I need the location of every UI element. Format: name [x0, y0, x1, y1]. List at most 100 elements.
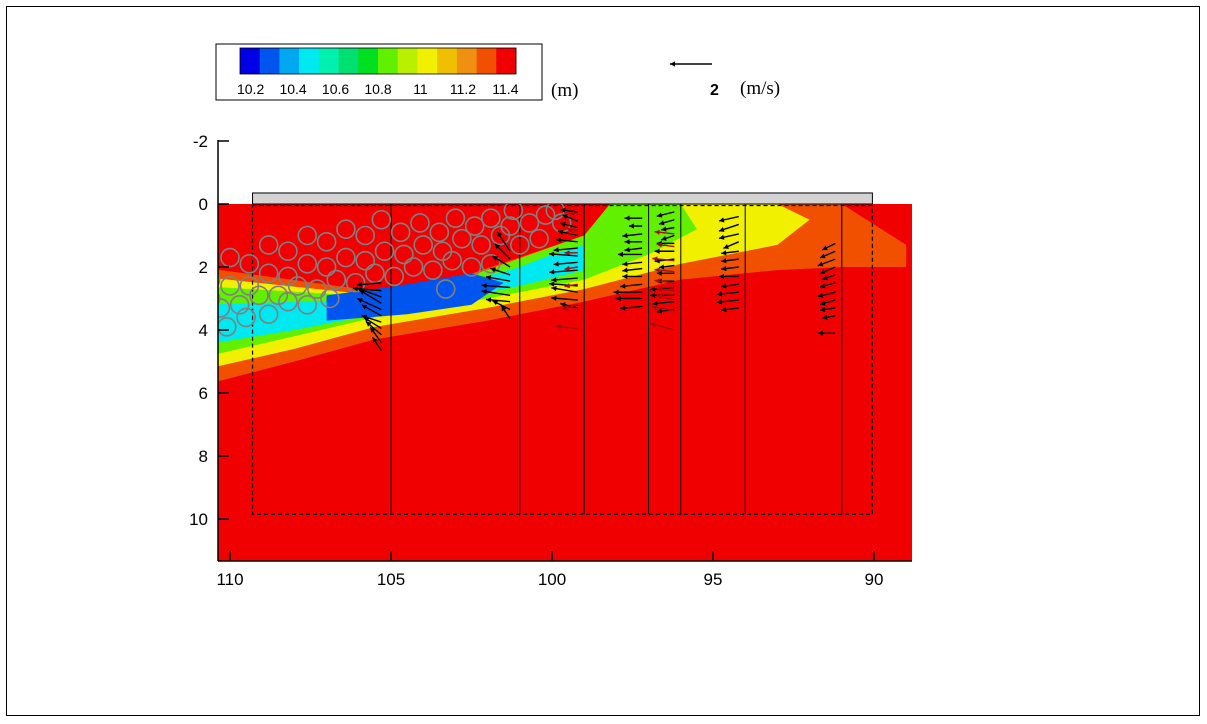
vector-0-7: [363, 316, 382, 330]
marker-circle-9: [371, 209, 392, 230]
marker-circle-52: [297, 294, 318, 315]
marker-circle-10: [355, 225, 376, 246]
contour-region-5: [262, 204, 337, 220]
marker-circle-43: [345, 272, 366, 293]
vector-0-73: [721, 306, 739, 313]
vector-0-83: [822, 314, 836, 320]
marker-circle-8: [390, 222, 411, 243]
marker-circle-30: [316, 257, 337, 277]
vector-0-29: [549, 269, 578, 275]
colorbar-cell-7: [378, 48, 399, 74]
vector-0-50: [661, 226, 675, 232]
colorbar-cell-13: [496, 48, 517, 74]
marker-circle-33: [258, 263, 279, 284]
vector-0-47: [620, 305, 643, 311]
marker-circle-46: [287, 276, 308, 296]
contour-region-6: [816, 424, 907, 491]
vector-0-70: [721, 283, 739, 289]
vector-0-20: [500, 305, 511, 320]
y-tick-label-1: 0: [199, 195, 208, 214]
contour-region-1: [535, 342, 907, 557]
marker-circle-45: [307, 279, 327, 299]
colorbar-cell-3: [299, 48, 320, 74]
vector-1-0: [568, 210, 578, 217]
marker-circle-28: [355, 250, 376, 271]
vector-0-78: [821, 274, 836, 281]
vector-0-49: [658, 219, 675, 226]
vector-0-26: [553, 247, 578, 253]
vector-0-32: [551, 286, 578, 293]
vector-0-30: [551, 277, 578, 283]
vector-0-42: [622, 267, 643, 273]
marker-circle-5: [445, 208, 466, 228]
vector-0-33: [551, 295, 578, 301]
vector-0-60: [652, 300, 675, 306]
vector-1-12: [656, 286, 675, 292]
marker-circle-22: [471, 235, 491, 255]
marker-circle-59: [481, 254, 501, 274]
vector-0-74: [821, 242, 836, 251]
vector-0-13: [492, 255, 511, 268]
marker-circle-6: [429, 222, 450, 243]
colorbar-unit: (m): [551, 80, 578, 101]
vector-0-71: [716, 291, 739, 297]
colorbar-cell-4: [318, 48, 339, 74]
vector-0-23: [559, 221, 578, 229]
marker-circle-3: [481, 208, 501, 228]
vector-0-65: [723, 241, 740, 250]
marker-circle-27: [374, 241, 395, 262]
marker-circle-54: [258, 304, 279, 325]
contour-region-4: [477, 459, 517, 494]
vector-0-5: [361, 304, 382, 317]
vector-0-25: [555, 237, 578, 243]
x-tick-label-1: 105: [377, 570, 405, 589]
marker-circle-55: [236, 307, 256, 328]
marker-circle-13: [297, 225, 318, 246]
marker-circle-37: [461, 257, 482, 277]
marker-circle-47: [268, 285, 289, 306]
vector-0-10: [371, 336, 382, 351]
x-tick-label-2: 100: [538, 570, 566, 589]
vector-1-2: [564, 250, 578, 256]
vector-0-24: [557, 229, 578, 237]
colorbar-label-6: 11.4: [492, 81, 518, 97]
vector-0-11: [496, 231, 511, 252]
vector-0-17: [481, 289, 511, 297]
reference-vector: 2 (m/s): [670, 61, 780, 99]
vector-0-77: [819, 266, 836, 275]
colorbar-cell-0: [240, 48, 261, 74]
y-tick-label-5: 8: [199, 447, 208, 466]
vector-0-82: [819, 306, 836, 313]
vector-0-28: [553, 261, 578, 267]
marker-circle-20: [509, 235, 530, 255]
structure-layer: [252, 192, 873, 205]
marker-circle-62: [503, 204, 524, 221]
vector-1-13: [656, 294, 675, 301]
vector-0-36: [628, 223, 643, 229]
vector-1-9: [652, 256, 675, 262]
vector-0-51: [660, 234, 675, 241]
marker-circle-7: [410, 213, 430, 233]
marker-circle-40: [403, 257, 424, 277]
vector-1-11: [654, 278, 675, 284]
vector-1-15: [649, 322, 675, 331]
marker-circle-38: [442, 250, 462, 271]
profile-lines: [390, 204, 843, 515]
vector-1-8: [656, 242, 675, 248]
colorbar-cell-8: [397, 48, 418, 74]
y-tick-label-6: 10: [189, 510, 208, 529]
vector-0-37: [622, 232, 643, 239]
marker-circle-35: [220, 276, 240, 296]
vector-0-46: [615, 295, 643, 302]
vector-1-5: [562, 304, 578, 311]
colorbar: 10.2 10.4 10.6 10.8 11 11.2 11.4 (m): [215, 43, 578, 101]
y-tick-label-4: 6: [199, 384, 208, 403]
marker-circle-36: [218, 291, 221, 306]
vector-0-72: [716, 299, 739, 305]
vector-0-56: [656, 270, 675, 276]
marker-circle-53: [278, 291, 298, 312]
colorbar-cell-9: [417, 48, 438, 74]
marker-circle-19: [529, 228, 549, 249]
vector-0-35: [624, 215, 643, 221]
